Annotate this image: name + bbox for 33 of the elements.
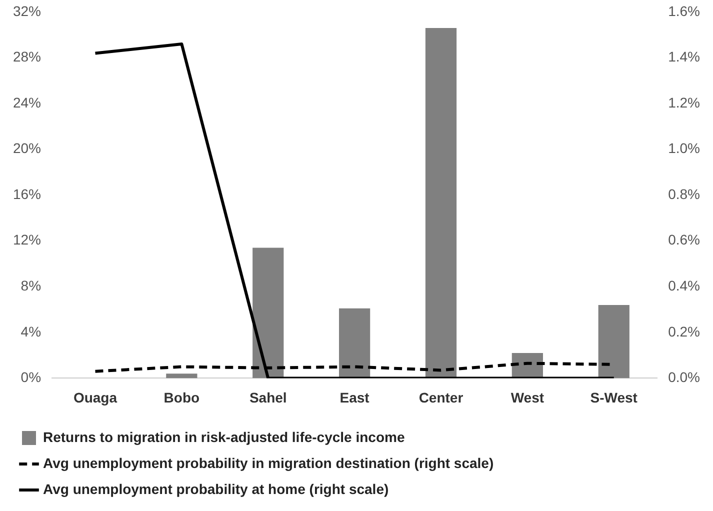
y2-tick-label: 1.0% (668, 140, 700, 156)
y-tick-label: 24% (12, 94, 42, 110)
x-tick-label: Ouaga (73, 389, 118, 406)
y-tick-label: 12% (12, 232, 42, 248)
y-tick-label: 28% (12, 48, 42, 65)
bar (166, 374, 198, 378)
legend-label: Avg unemployment probability in migration destination (right scale) (43, 454, 494, 471)
x-tick-label: East (340, 389, 370, 406)
y2-tick-label: 1.2% (668, 94, 700, 110)
x-tick-label: Sahel (249, 389, 287, 406)
y-tick-label: 20% (12, 140, 42, 156)
x-tick-label: Center (418, 389, 464, 406)
bar (338, 308, 370, 378)
y-tick-label: 0% (20, 369, 42, 386)
legend-label: Avg unemployment probability at home (right scale) (43, 480, 389, 497)
y2-tick-label: 1.6% (668, 2, 700, 19)
x-tick-label: S-West (590, 389, 638, 406)
bar (425, 28, 457, 378)
bar (598, 304, 630, 378)
legend-label: Returns to migration in risk-adjusted life-cycle income (43, 428, 405, 445)
y2-tick-label: 0.0% (668, 369, 700, 386)
y2-tick-label: 0.8% (668, 186, 700, 202)
y-tick-label: 16% (12, 186, 42, 202)
y2-tick-label: 0.4% (668, 278, 700, 294)
y2-tick-label: 1.4% (668, 48, 700, 65)
y2-tick-label: 0.6% (668, 232, 700, 248)
x-tick-label: West (510, 389, 544, 406)
x-tick-label: Bobo (164, 389, 200, 406)
y2-tick-label: 0.2% (668, 323, 700, 340)
y-tick-label: 8% (20, 278, 42, 294)
y-tick-label: 32% (12, 2, 42, 19)
bar (252, 248, 284, 378)
y-tick-label: 4% (20, 323, 42, 340)
